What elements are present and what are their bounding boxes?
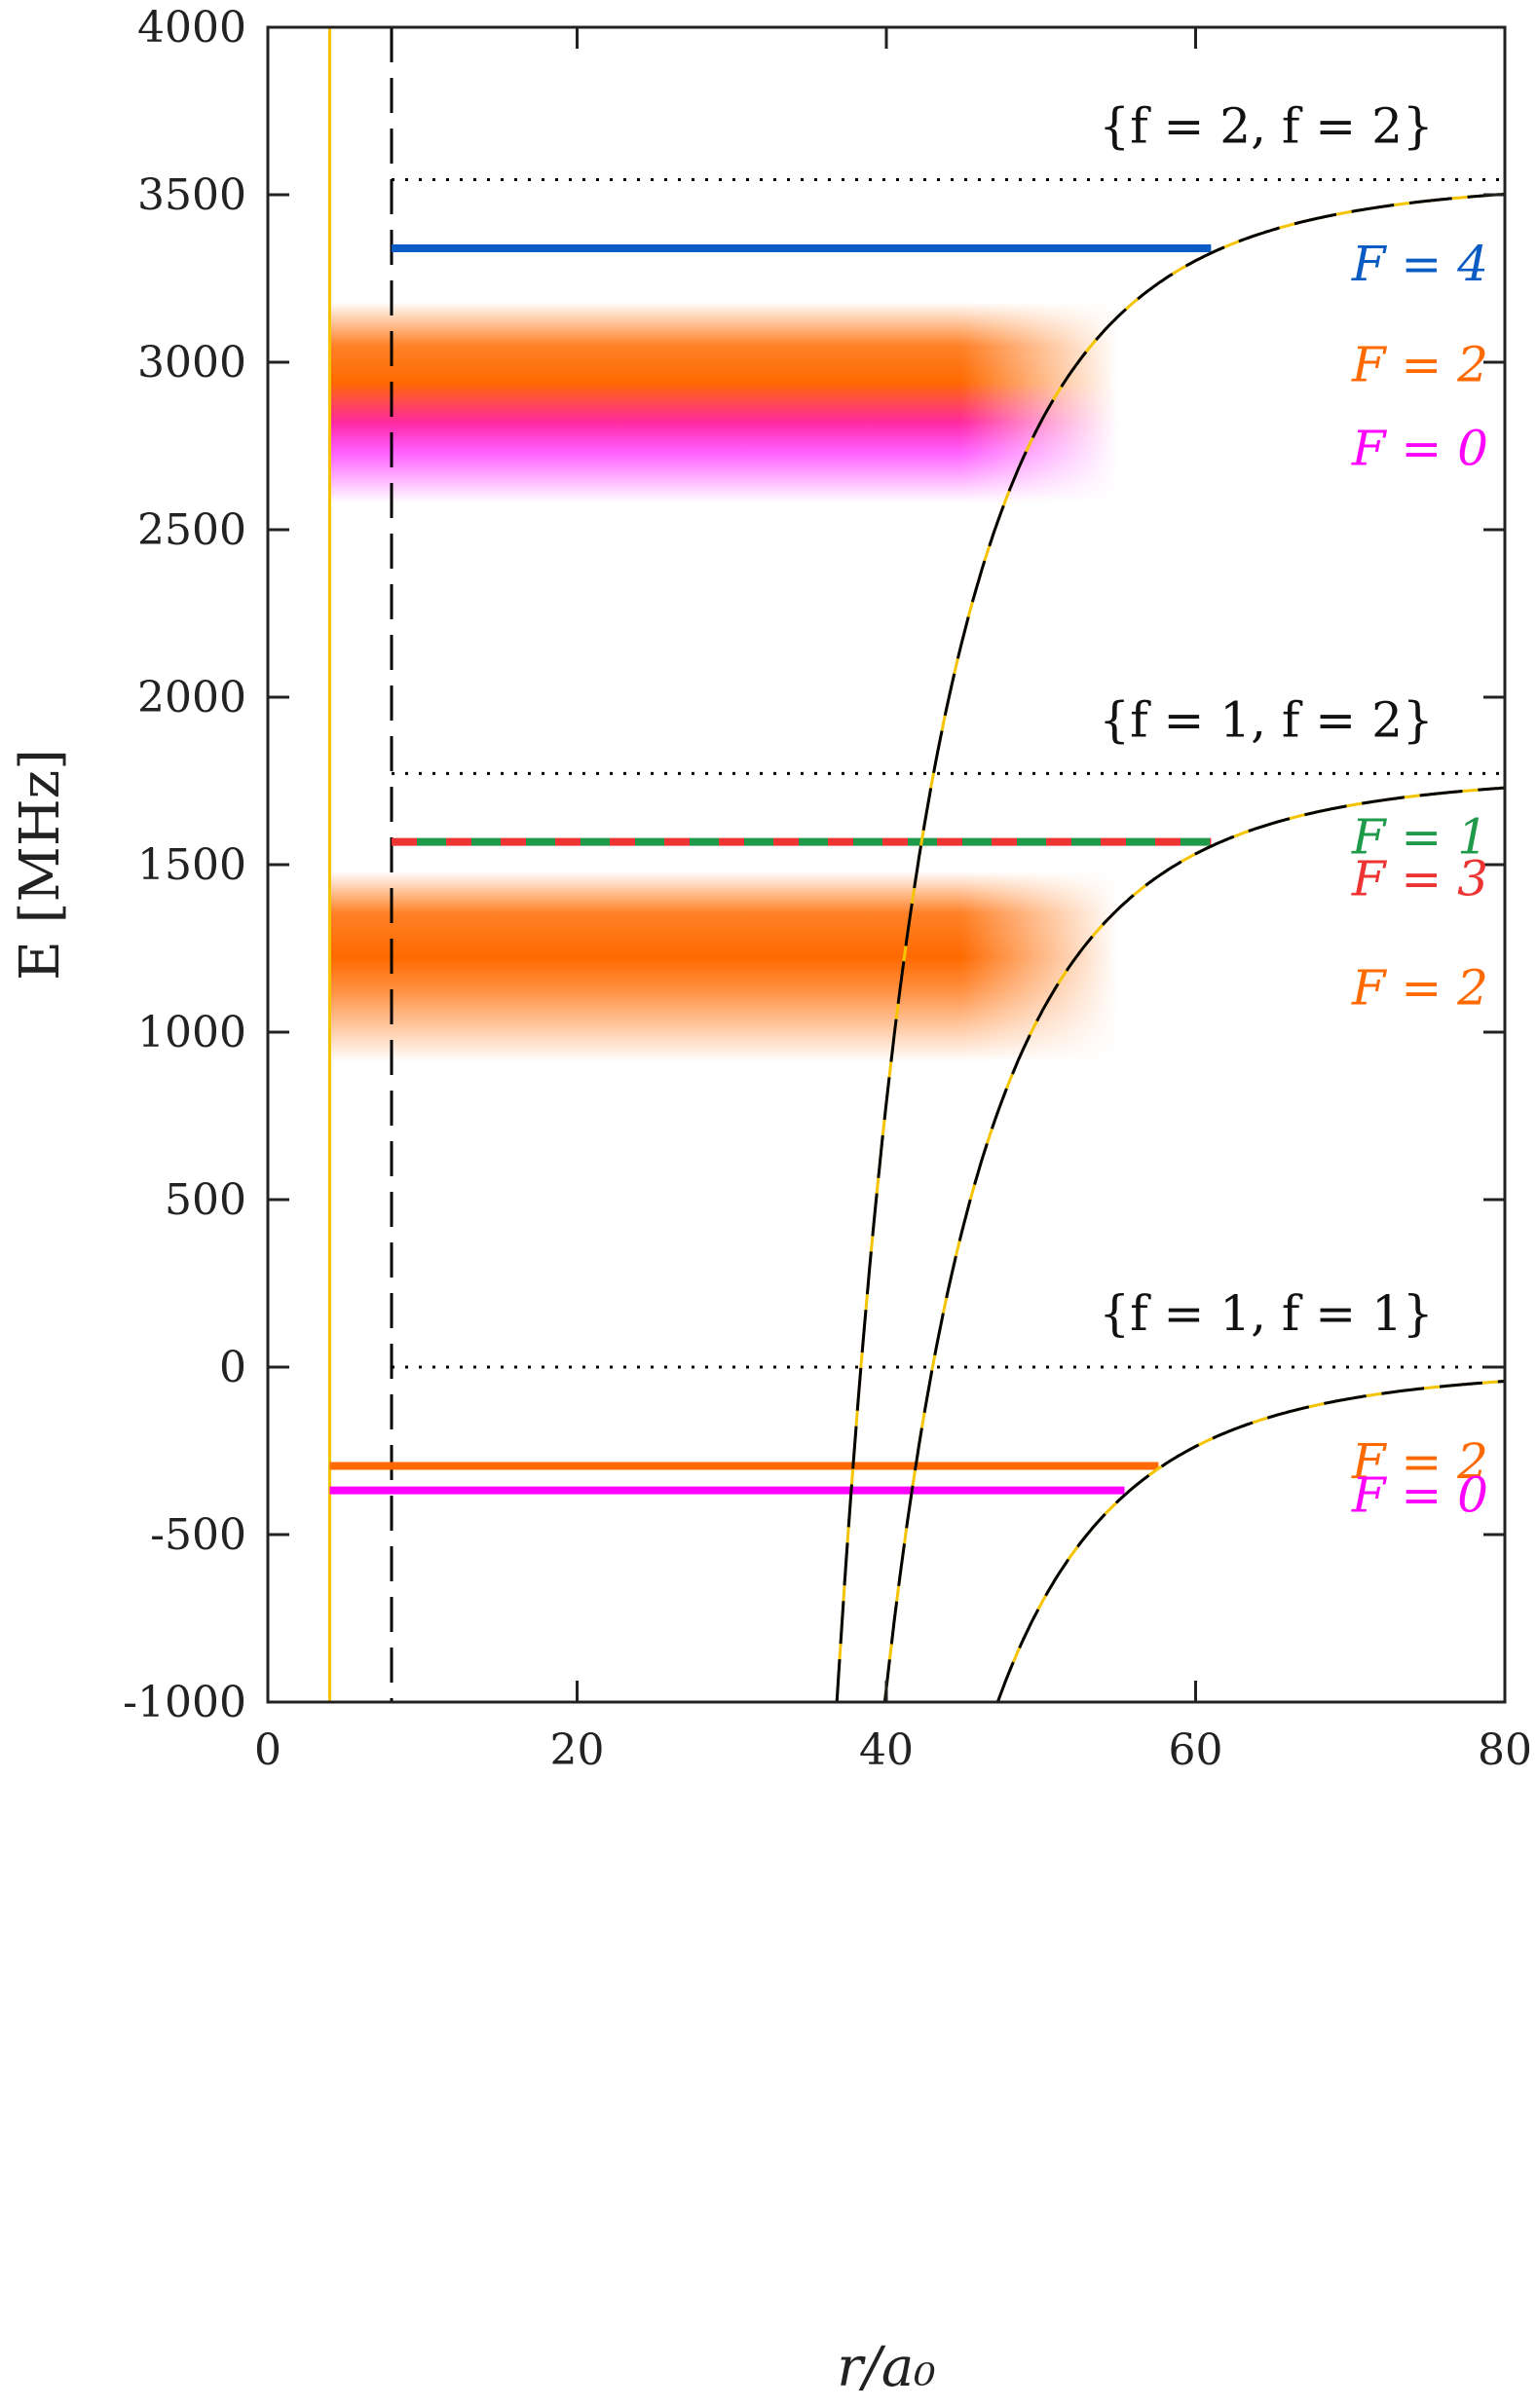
y-tick-label-8: 3000 [137, 338, 246, 388]
levels-layer [329, 244, 1212, 1495]
potential-curve-dashed-2 [995, 1380, 1505, 1702]
y-tick-label-10: 4000 [137, 3, 246, 53]
y-axis-title: E [MHz] [9, 749, 72, 981]
y-tick-label-0: -1000 [123, 1678, 246, 1727]
annotation-1: F = 2 [1351, 336, 1488, 392]
x-axis-title: r/a₀ [837, 2336, 935, 2399]
potential-curves-layer [835, 192, 1505, 1702]
y-tick-label-4: 1000 [137, 1008, 246, 1057]
annotation-4: F = 3 [1351, 850, 1488, 907]
vertical-lines-layer [328, 27, 394, 1702]
threshold-label-1: {f = 1, f = 2} [1099, 691, 1433, 748]
y-tick-label-2: 0 [219, 1343, 246, 1392]
y-tick-label-3: 500 [165, 1175, 246, 1225]
energy-band-1 [329, 871, 1119, 1062]
thresholds-layer [392, 178, 1505, 1369]
y-tick-label-6: 2000 [137, 673, 246, 722]
potential-curve-base-2 [995, 1380, 1505, 1702]
annotations-layer: {f = 2, f = 2} {f = 1, f = 2} {f = 1, f = … [1099, 98, 1488, 1524]
ticks-layer [266, 25, 1507, 1704]
x-tick-label-4: 80 [1478, 1725, 1532, 1775]
x-tick-label-2: 40 [859, 1725, 914, 1775]
annotation-0: F = 4 [1351, 236, 1488, 292]
x-tick-label-0: 0 [254, 1725, 281, 1775]
bands-layer [329, 302, 1119, 1062]
axes-frame-layer [266, 25, 1507, 1704]
energy-band-0 [329, 302, 1119, 503]
y-tick-label-9: 3500 [137, 170, 246, 220]
x-tick-label-1: 20 [550, 1725, 605, 1775]
potential-curve-dashed-1 [882, 786, 1505, 1702]
axes-frame [266, 25, 1507, 1704]
potential-curve-dashed-0 [835, 192, 1505, 1702]
x-tick-label-3: 60 [1169, 1725, 1223, 1775]
annotation-3: F = 1 [1351, 808, 1488, 865]
annotation-2: F = 0 [1351, 420, 1488, 476]
y-tick-label-1: -500 [150, 1510, 246, 1560]
annotation-7: F = 0 [1351, 1466, 1488, 1523]
annotation-6: F = 2 [1351, 1433, 1488, 1490]
y-tick-label-7: 2500 [137, 505, 246, 555]
annotation-5: F = 2 [1351, 959, 1488, 1016]
labels-layer: -1000-5000500100015002000250030003500400… [9, 3, 1532, 2399]
y-tick-label-5: 1500 [137, 840, 246, 890]
threshold-label-2: {f = 1, f = 1} [1099, 1285, 1433, 1342]
threshold-label-0: {f = 2, f = 2} [1099, 98, 1433, 155]
